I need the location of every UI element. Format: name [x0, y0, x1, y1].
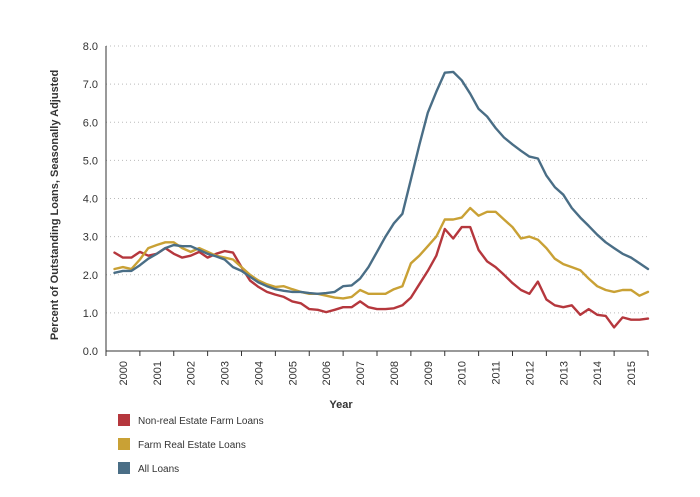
- legend-label-all-loans: All Loans: [138, 464, 179, 475]
- legend-swatch-non-real-estate: [118, 414, 130, 426]
- x-tick-label: 2005: [287, 361, 299, 385]
- x-tick-label: 2012: [524, 361, 536, 385]
- y-tick-label: 8.0: [83, 41, 98, 53]
- legend-item-non-real-estate: Non-real Estate Farm Loans: [118, 414, 264, 427]
- legend-label-farm-real-estate: Farm Real Estate Loans: [138, 440, 246, 451]
- x-tick-label: 2007: [355, 361, 367, 385]
- y-tick-label: 1.0: [83, 308, 98, 320]
- legend: Non-real Estate Farm Loans Farm Real Est…: [118, 414, 264, 475]
- y-tick-label: 5.0: [83, 155, 98, 167]
- x-tick-label: 2004: [253, 361, 265, 385]
- x-tick-label: 2015: [626, 361, 638, 385]
- y-axis-title: Percent of Outstanding Loans, Seasonally…: [49, 70, 61, 340]
- series-lines: [113, 70, 650, 329]
- series-line-non-real-estate-farm-loans: [113, 225, 650, 329]
- series-line-farm-real-estate-loans: [113, 206, 650, 300]
- y-tick-label: 2.0: [83, 270, 98, 282]
- y-tick-label: 6.0: [83, 117, 98, 129]
- x-tick-label: 2014: [592, 361, 604, 385]
- y-tick-label: 7.0: [83, 79, 98, 91]
- x-axis-ticks: 2000 2001 2002 2003 2004 2005 2006 2007 2008 2009…: [105, 351, 649, 385]
- legend-swatch-farm-real-estate: [118, 438, 130, 450]
- legend-swatch-all-loans: [118, 462, 130, 474]
- gridlines: [106, 45, 648, 314]
- x-tick-label: 2008: [389, 361, 401, 385]
- y-axis-ticks: 0.0 1.0 2.0 3.0 4.0 5.0 6.0 7.0 8.0: [83, 41, 98, 358]
- y-tick-label: 0.0: [83, 346, 98, 358]
- x-tick-label: 2011: [491, 361, 503, 385]
- x-tick-label: 2003: [220, 361, 232, 385]
- axes: [105, 46, 648, 352]
- x-tick-label: 2002: [186, 361, 198, 385]
- x-tick-label: 2006: [321, 361, 333, 385]
- legend-item-all-loans: All Loans: [118, 462, 179, 475]
- series-line-all-loans: [113, 70, 650, 295]
- legend-label-non-real-estate: Non-real Estate Farm Loans: [138, 416, 264, 427]
- x-tick-label: 2010: [457, 361, 469, 385]
- y-tick-label: 3.0: [83, 232, 98, 244]
- x-tick-label: 2000: [118, 361, 130, 385]
- legend-item-farm-real-estate: Farm Real Estate Loans: [118, 438, 246, 451]
- x-axis-title: Year: [329, 399, 353, 411]
- x-tick-label: 2009: [423, 361, 435, 385]
- y-tick-label: 4.0: [83, 194, 98, 206]
- x-tick-label: 2001: [152, 361, 164, 385]
- x-tick-label: 2013: [558, 361, 570, 385]
